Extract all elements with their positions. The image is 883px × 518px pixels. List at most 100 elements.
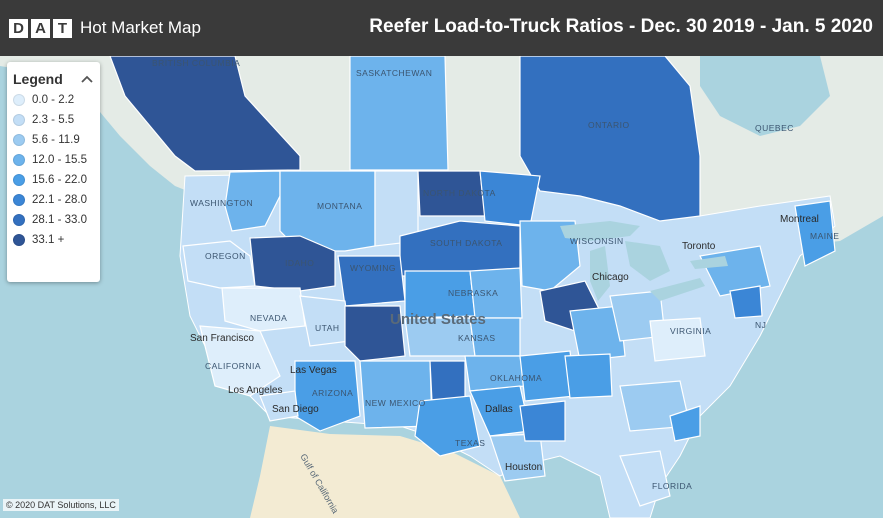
label-texas: TEXAS bbox=[455, 438, 485, 448]
label-maine: MAINE bbox=[810, 231, 839, 241]
legend-item: 0.0 - 2.2 bbox=[13, 90, 94, 110]
legend-item: 12.0 - 15.5 bbox=[13, 150, 94, 170]
region-louisiana[interactable] bbox=[519, 400, 566, 442]
hudson-bay bbox=[700, 56, 830, 136]
region-houston[interactable] bbox=[489, 433, 546, 482]
legend-header[interactable]: Legend bbox=[13, 68, 94, 90]
region-california-central[interactable] bbox=[199, 325, 281, 397]
lake-ontario bbox=[690, 256, 728, 269]
copyright-notice: © 2020 DAT Solutions, LLC bbox=[3, 499, 119, 511]
legend-items: 0.0 - 2.2 2.3 - 5.5 5.6 - 11.9 12.0 - 15.5 1… bbox=[13, 90, 94, 250]
label-arizona: ARIZONA bbox=[312, 388, 353, 398]
logo-letter-t: T bbox=[53, 18, 72, 38]
legend-label: 0.0 - 2.2 bbox=[32, 94, 75, 106]
legend-swatch bbox=[13, 234, 25, 246]
label-idaho: IDAHO bbox=[285, 258, 314, 268]
legend-item: 5.6 - 11.9 bbox=[13, 130, 94, 150]
map-canvas[interactable]: BRITISH COLUMBIA SASKATCHEWAN ONTARIO QU… bbox=[0, 56, 883, 518]
region-texas-west[interactable] bbox=[414, 395, 481, 457]
region-los-angeles[interactable] bbox=[259, 390, 299, 422]
region-wisconsin[interactable] bbox=[519, 220, 581, 292]
legend-swatch bbox=[13, 134, 25, 146]
legend-title: Legend bbox=[13, 71, 63, 87]
legend-item: 2.3 - 5.5 bbox=[13, 110, 94, 130]
label-los-angeles: Los Angeles bbox=[228, 385, 283, 396]
label-gulf-of-california: Gulf of California bbox=[298, 452, 340, 515]
map-svg[interactable] bbox=[0, 56, 883, 518]
map-title: Reefer Load-to-Truck Ratios - Dec. 30 20… bbox=[369, 16, 873, 37]
lake-michigan bbox=[590, 246, 610, 301]
label-wisconsin: WISCONSIN bbox=[570, 236, 624, 246]
region-virginia[interactable] bbox=[649, 317, 706, 362]
map-labels-layer: BRITISH COLUMBIA SASKATCHEWAN ONTARIO QU… bbox=[152, 58, 839, 515]
legend-swatch bbox=[13, 174, 25, 186]
label-saskatchewan: SASKATCHEWAN bbox=[356, 68, 432, 78]
region-nevada-north[interactable] bbox=[221, 287, 306, 332]
label-montreal: Montreal bbox=[780, 214, 819, 225]
legend-label: 5.6 - 11.9 bbox=[32, 134, 80, 146]
legend-item: 28.1 - 33.0 bbox=[13, 210, 94, 230]
region-indiana[interactable] bbox=[569, 305, 626, 362]
chevron-up-icon[interactable] bbox=[80, 72, 94, 86]
legend-item: 22.1 - 28.0 bbox=[13, 190, 94, 210]
label-new-mexico: NEW MEXICO bbox=[365, 398, 426, 408]
legend-swatch bbox=[13, 94, 25, 106]
legend-item: 33.1 + bbox=[13, 230, 94, 250]
app-header: D A T Hot Market Map Reefer Load-to-Truc… bbox=[0, 0, 883, 56]
label-oklahoma: OKLAHOMA bbox=[490, 373, 542, 383]
region-mississippi[interactable] bbox=[564, 353, 613, 399]
label-san-francisco: San Francisco bbox=[190, 333, 254, 344]
legend-swatch bbox=[13, 114, 25, 126]
label-oregon: OREGON bbox=[205, 251, 246, 261]
legend-label: 33.1 + bbox=[32, 234, 65, 246]
legend-swatch bbox=[13, 154, 25, 166]
region-british-columbia[interactable] bbox=[109, 56, 301, 172]
region-saskatchewan[interactable] bbox=[349, 56, 449, 171]
label-washington: WASHINGTON bbox=[190, 198, 253, 208]
label-kansas: KANSAS bbox=[458, 333, 496, 343]
legend-label: 15.6 - 22.0 bbox=[32, 174, 87, 186]
label-utah: UTAH bbox=[315, 323, 340, 333]
region-maine[interactable] bbox=[794, 200, 836, 267]
label-chicago: Chicago bbox=[592, 272, 629, 283]
label-nebraska: NEBRASKA bbox=[448, 288, 498, 298]
lake-huron bbox=[625, 241, 670, 281]
label-north-dakota: NORTH DAKOTA bbox=[423, 188, 496, 198]
lake-superior bbox=[560, 221, 640, 241]
label-virginia: VIRGINIA bbox=[670, 326, 711, 336]
region-south-carolina-coast[interactable] bbox=[669, 405, 701, 442]
label-las-vegas: Las Vegas bbox=[290, 365, 337, 376]
label-british-columbia: BRITISH COLUMBIA bbox=[152, 58, 240, 68]
lake-erie bbox=[650, 278, 705, 301]
label-nevada: NEVADA bbox=[250, 313, 287, 323]
label-united-states: United States bbox=[390, 311, 486, 328]
legend-label: 2.3 - 5.5 bbox=[32, 114, 75, 126]
label-nj: NJ bbox=[755, 320, 766, 330]
region-idaho[interactable] bbox=[249, 235, 336, 292]
region-florida[interactable] bbox=[619, 450, 671, 507]
logo-letter-d: D bbox=[9, 18, 28, 38]
label-south-dakota: SOUTH DAKOTA bbox=[430, 238, 502, 248]
app-title: Hot Market Map bbox=[80, 18, 201, 37]
label-san-diego: San Diego bbox=[272, 404, 319, 415]
label-ontario: ONTARIO bbox=[588, 120, 630, 130]
region-colorado[interactable] bbox=[344, 305, 406, 362]
legend-item: 15.6 - 22.0 bbox=[13, 170, 94, 190]
label-california: CALIFORNIA bbox=[205, 361, 261, 371]
region-nebraska-east[interactable] bbox=[469, 267, 523, 319]
label-wyoming: WYOMING bbox=[350, 263, 396, 273]
label-montana: MONTANA bbox=[317, 201, 362, 211]
dat-logo: D A T bbox=[9, 18, 72, 38]
legend-panel: Legend 0.0 - 2.2 2.3 - 5.5 5.6 - 11.9 12.0 … bbox=[7, 62, 100, 282]
label-quebec: QUEBEC bbox=[755, 123, 794, 133]
label-florida: FLORIDA bbox=[652, 481, 692, 491]
region-pennsylvania-east[interactable] bbox=[729, 285, 763, 319]
legend-swatch bbox=[13, 194, 25, 206]
legend-label: 12.0 - 15.5 bbox=[32, 154, 87, 166]
label-houston: Houston bbox=[505, 462, 542, 473]
label-dallas: Dallas bbox=[485, 404, 513, 415]
mexico-landmass bbox=[250, 426, 520, 518]
logo-letter-a: A bbox=[31, 18, 50, 38]
legend-label: 28.1 - 33.0 bbox=[32, 214, 87, 226]
legend-swatch bbox=[13, 214, 25, 226]
